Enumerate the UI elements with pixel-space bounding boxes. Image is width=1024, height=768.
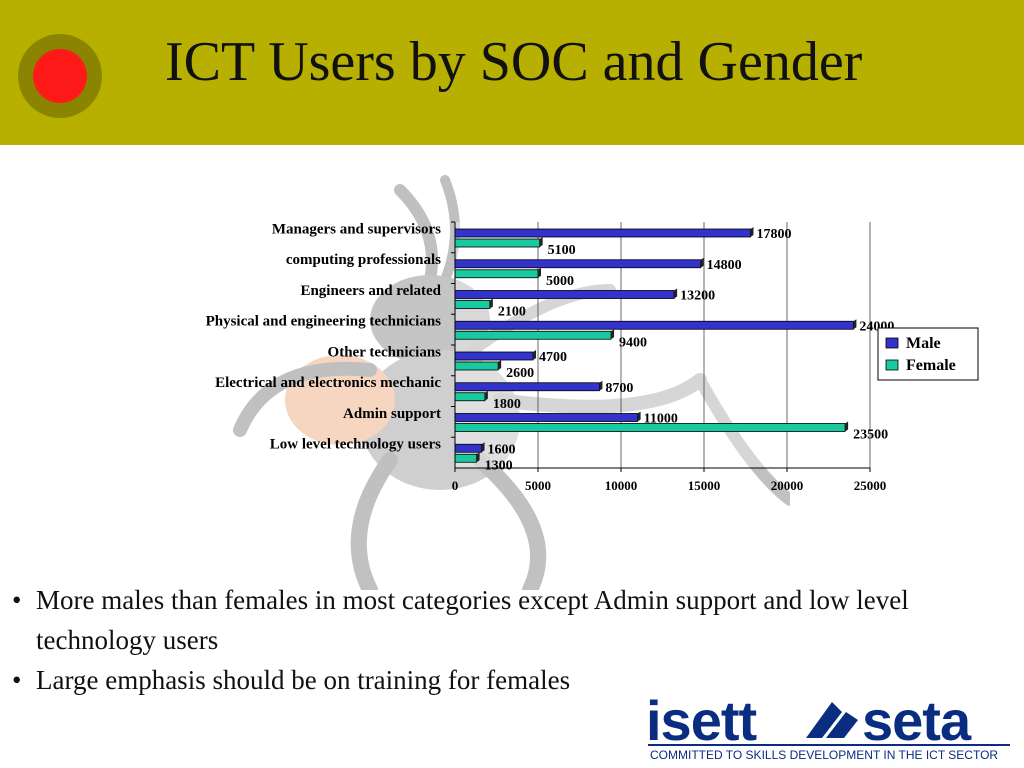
bar-edge — [489, 298, 493, 309]
red-dot — [33, 49, 87, 103]
category-label: Low level technology users — [270, 437, 441, 453]
data-label: 5100 — [548, 243, 576, 258]
category-label: Engineers and related — [300, 283, 441, 299]
x-tick-label: 5000 — [525, 478, 551, 493]
logo-name-left: isett — [646, 689, 757, 752]
data-label: 1600 — [488, 442, 516, 457]
legend-swatch — [885, 359, 899, 371]
bullet-dot: • — [12, 665, 22, 695]
data-label: 1300 — [485, 458, 513, 473]
bar-edge — [700, 257, 704, 268]
category-label: Managers and supervisors — [272, 221, 441, 237]
category-label: Admin support — [343, 406, 441, 422]
bar-chart: 0 5000 10000 15000 20000 25000 Managers and su… — [206, 221, 979, 493]
bullet-item: • More males than females in most catego… — [10, 580, 1020, 660]
x-tick-label: 20000 — [771, 478, 804, 493]
slide-title: ICT Users by SOC and Gender — [165, 31, 863, 93]
bar-edge — [538, 267, 541, 278]
category-label: computing professionals — [286, 252, 441, 268]
bar-male — [454, 259, 702, 269]
data-label: 2600 — [506, 366, 534, 381]
title-bar: ICT Users by SOC and Gender — [0, 0, 1024, 145]
bullet-text: More males than females in most categori… — [36, 585, 909, 655]
data-label: 8700 — [605, 381, 633, 396]
bar-male — [454, 228, 751, 238]
x-tick-label: 15000 — [688, 478, 721, 493]
data-label: 4700 — [539, 350, 567, 365]
bullet-item: • Large emphasis should be on training f… — [10, 660, 1020, 700]
logo-tagline: COMMITTED TO SKILLS DEVELOPMENT IN THE I… — [650, 748, 999, 762]
bar-edge — [476, 452, 480, 463]
red-bullet-icon — [18, 34, 102, 118]
category-label: Physical and engineering technicians — [206, 314, 442, 330]
bar-female — [454, 392, 486, 402]
data-label: 17800 — [756, 227, 791, 242]
legend-label: Male — [906, 335, 941, 352]
legend-label: Female — [906, 357, 956, 374]
x-tick-label: 25000 — [854, 478, 887, 493]
bar-edge — [845, 421, 849, 432]
chart-legend: Male Female — [877, 327, 979, 381]
bullet-dot: • — [12, 585, 22, 615]
logo-name-right: seta — [862, 689, 971, 752]
bar-edge — [498, 360, 502, 370]
bar-female — [454, 361, 499, 371]
bar-male — [454, 320, 854, 330]
x-tick-label: 0 — [452, 478, 459, 493]
category-label: Other technicians — [328, 344, 442, 360]
data-label: 5000 — [546, 274, 574, 289]
bar-edge — [750, 227, 754, 237]
logo-emblem-icon — [806, 702, 858, 738]
category-label: Electrical and electronics mechanic — [215, 375, 441, 391]
bar-edge — [533, 350, 537, 360]
bar-female — [454, 453, 477, 463]
data-label: 9400 — [619, 335, 647, 350]
bar-male — [454, 413, 639, 422]
chart-bars — [454, 227, 857, 463]
bar-edge — [484, 390, 488, 401]
chart-labels: 0 5000 10000 15000 20000 25000 Managers and su… — [206, 221, 895, 493]
bar-male — [454, 351, 534, 361]
bar-edge — [539, 237, 543, 247]
bar-edge — [481, 442, 485, 453]
bar-edge — [637, 411, 641, 422]
data-label: 1800 — [493, 397, 521, 412]
bullet-list: • More males than females in most catego… — [10, 580, 1020, 700]
chart-axes — [451, 221, 871, 472]
legend-swatch — [885, 337, 899, 349]
bar-edge — [674, 288, 678, 299]
bar-female — [454, 330, 612, 340]
bar-male — [454, 290, 675, 299]
data-label: 14800 — [707, 258, 742, 273]
bar-male — [454, 443, 482, 453]
legend-box — [877, 327, 979, 381]
bar-edge — [853, 319, 857, 330]
data-label: 2100 — [498, 305, 526, 320]
bar-edge — [611, 329, 615, 340]
bar-female — [454, 238, 541, 248]
x-tick-label: 10000 — [605, 478, 638, 493]
bar-edge — [599, 380, 603, 391]
data-label: 11000 — [644, 412, 678, 427]
bar-female — [454, 300, 491, 309]
bar-female — [454, 269, 539, 279]
logo-rule — [648, 744, 1010, 746]
bullet-text: Large emphasis should be on training for… — [36, 665, 571, 695]
data-label: 13200 — [680, 289, 715, 304]
data-label: 23500 — [853, 428, 888, 443]
bar-male — [454, 382, 600, 392]
isett-seta-logo: isett seta COMMITTED TO SKILLS DEVELOPME… — [640, 688, 1020, 764]
